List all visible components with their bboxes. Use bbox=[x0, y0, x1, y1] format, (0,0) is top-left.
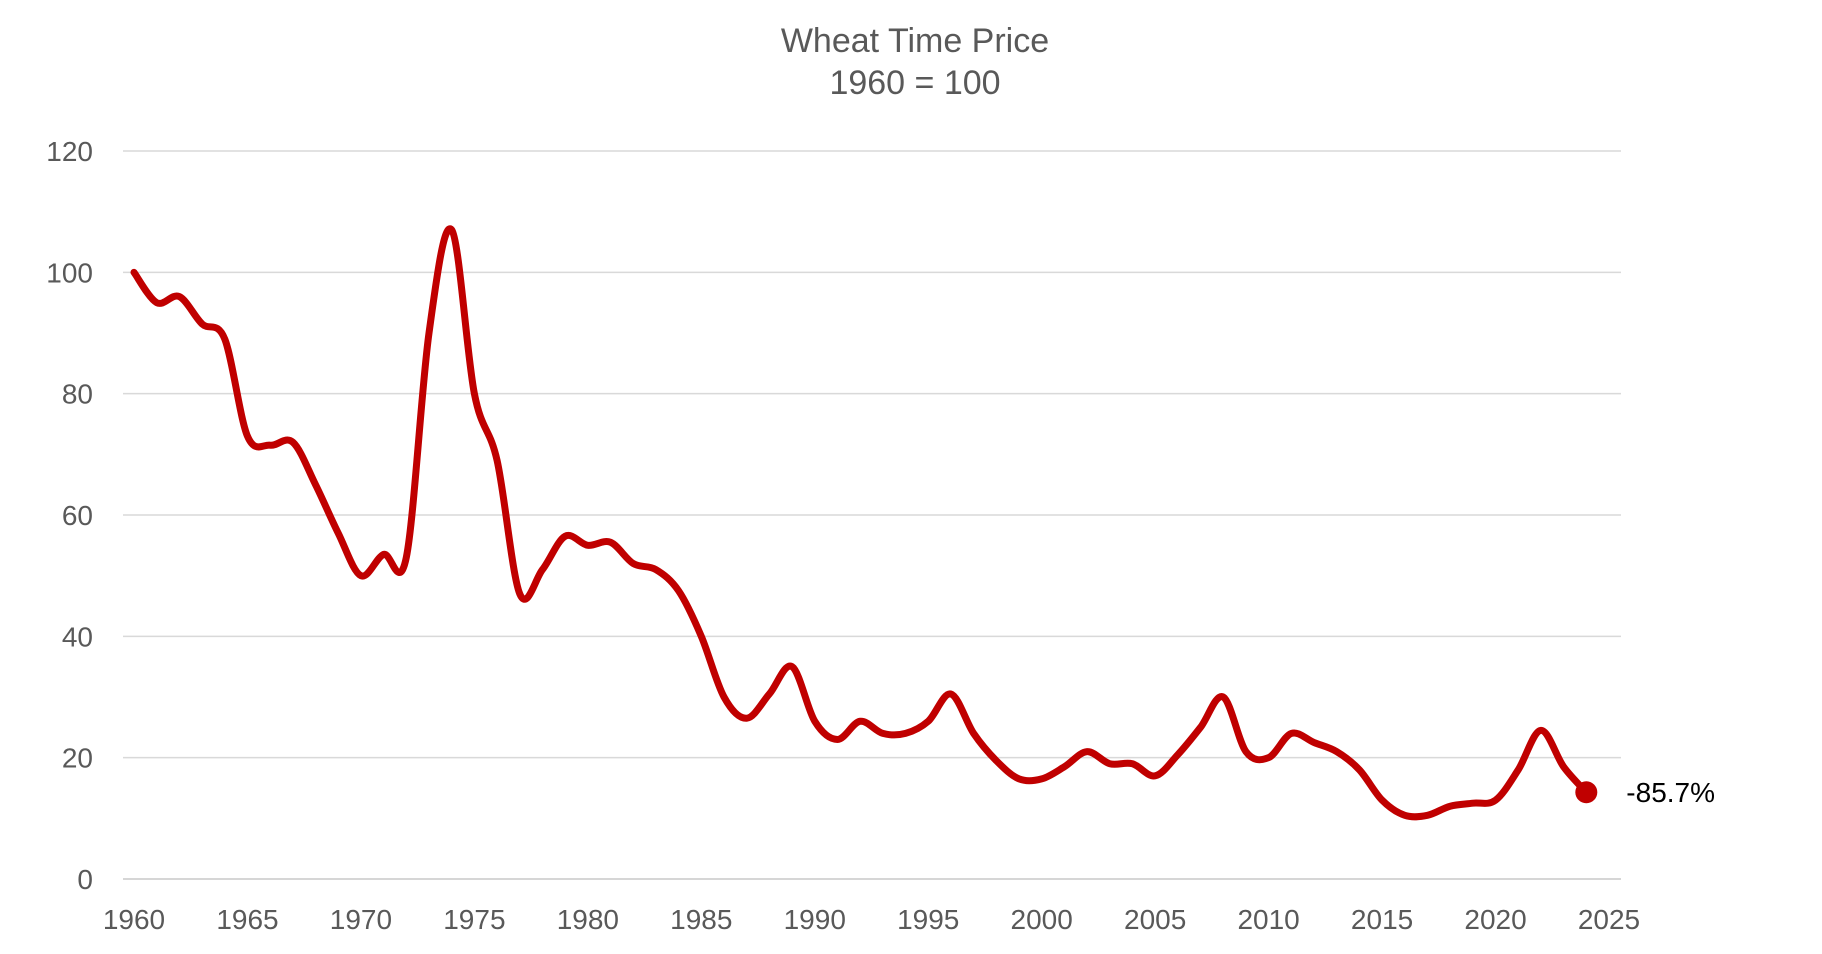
x-axis-ticks: 1960 1965 1970 1975 1980 1985 1990 1995 2000 2005… bbox=[103, 904, 1640, 935]
y-tick-label: 100 bbox=[46, 257, 93, 288]
x-tick-label: 2025 bbox=[1578, 904, 1640, 935]
x-tick-label: 2020 bbox=[1464, 904, 1526, 935]
end-point-marker bbox=[1575, 781, 1598, 804]
x-tick-label: 1980 bbox=[557, 904, 619, 935]
x-tick-label: 2015 bbox=[1351, 904, 1413, 935]
y-tick-label: 40 bbox=[62, 621, 93, 652]
chart-title: Wheat Time Price bbox=[781, 22, 1049, 60]
x-tick-label: 1965 bbox=[216, 904, 278, 935]
x-tick-label: 2005 bbox=[1124, 904, 1186, 935]
end-point-label: -85.7% bbox=[1626, 777, 1715, 808]
x-tick-label: 1985 bbox=[670, 904, 732, 935]
y-tick-label: 20 bbox=[62, 743, 93, 774]
y-tick-label: 60 bbox=[62, 500, 93, 531]
y-axis-ticks: 0 20 40 60 80 100 120 bbox=[46, 136, 93, 895]
chart-subtitle: 1960 = 100 bbox=[829, 64, 1000, 102]
x-tick-label: 1975 bbox=[443, 904, 505, 935]
y-tick-label: 0 bbox=[77, 864, 93, 895]
x-tick-label: 1995 bbox=[897, 904, 959, 935]
x-tick-label: 2000 bbox=[1011, 904, 1073, 935]
x-tick-label: 1970 bbox=[330, 904, 392, 935]
x-tick-label: 1960 bbox=[103, 904, 165, 935]
gridlines bbox=[123, 150, 1621, 880]
y-tick-label: 120 bbox=[46, 136, 93, 167]
x-tick-label: 1990 bbox=[784, 904, 846, 935]
y-tick-label: 80 bbox=[62, 379, 93, 410]
x-tick-label: 2010 bbox=[1237, 904, 1299, 935]
series-line-wheat-time-price bbox=[130, 225, 1590, 821]
